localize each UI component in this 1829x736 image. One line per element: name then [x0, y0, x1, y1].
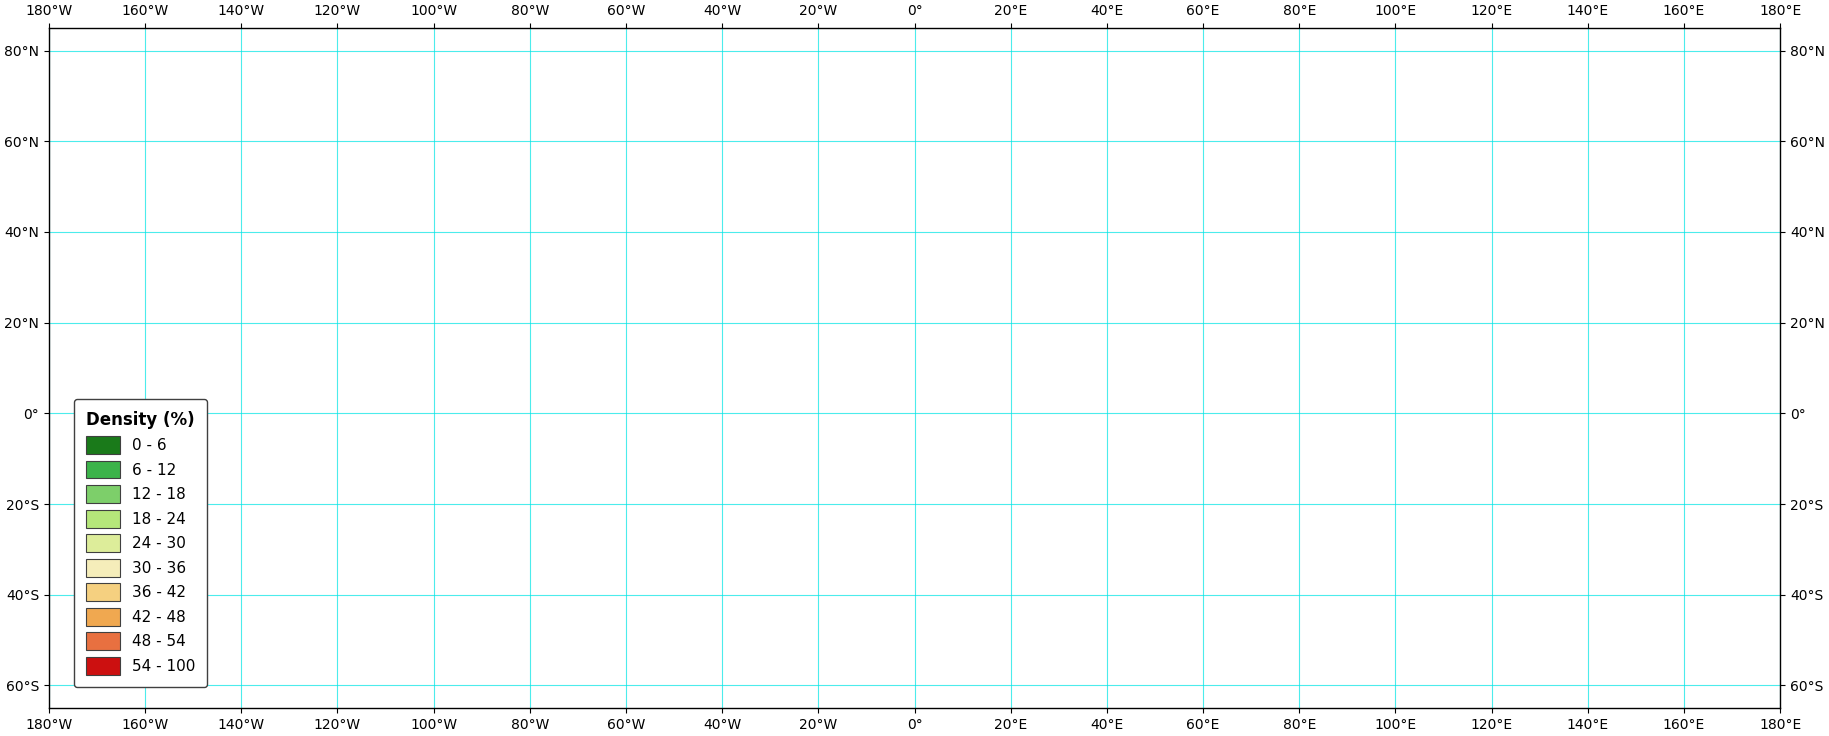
Legend: 0 - 6, 6 - 12, 12 - 18, 18 - 24, 24 - 30, 30 - 36, 36 - 42, 42 - 48, 48 - 54, 54: 0 - 6, 6 - 12, 12 - 18, 18 - 24, 24 - 30… [73, 399, 207, 687]
